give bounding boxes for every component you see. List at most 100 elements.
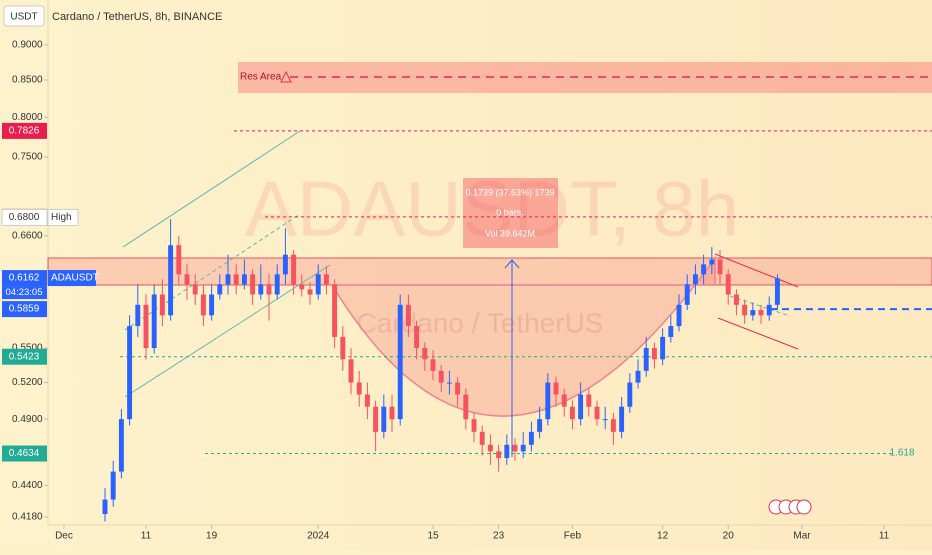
- measure-box: [463, 178, 558, 248]
- price-tag: ADAUSDT: [51, 273, 99, 284]
- candle-body: [397, 304, 403, 420]
- candle-body: [692, 274, 698, 285]
- candle-body: [766, 304, 772, 316]
- flag-line: [714, 253, 799, 288]
- x-tick-label: 15: [427, 531, 439, 542]
- candle-body: [594, 406, 600, 420]
- price-label: 0.6162: [9, 273, 40, 284]
- x-tick-label: Feb: [564, 531, 582, 542]
- candle-body: [504, 444, 510, 459]
- countdown: 04:23:05: [6, 287, 43, 298]
- candle-body: [545, 382, 551, 420]
- candle-body: [553, 382, 559, 395]
- res-label: Res Area: [240, 72, 282, 83]
- x-tick-label: 19: [206, 531, 218, 542]
- y-tick-label: 0.9000: [12, 39, 43, 50]
- countdown-box: [2, 286, 47, 300]
- candle-body: [463, 394, 469, 420]
- price-label: 0.6800: [9, 212, 40, 223]
- flag-line: [717, 317, 799, 350]
- candle-body: [758, 310, 764, 316]
- candle-body: [537, 419, 543, 432]
- y-tick-label: 0.5200: [12, 377, 43, 388]
- chart-title: Cardano / TetherUS, 8h, BINANCE: [52, 11, 222, 23]
- candle-body: [364, 394, 370, 407]
- candle-body: [217, 284, 223, 295]
- candle-body: [528, 431, 534, 445]
- candle-body: [291, 254, 297, 285]
- candle-body: [487, 444, 493, 452]
- candle-body: [578, 394, 584, 420]
- measure-arrow: [504, 259, 520, 269]
- candle-body: [586, 394, 592, 407]
- candle-body: [643, 348, 649, 371]
- candle-body: [455, 382, 461, 395]
- candle-body: [479, 431, 485, 445]
- x-tick-label: 12: [657, 531, 669, 542]
- watermark: ADAUSDT, 8h: [245, 165, 739, 253]
- candle-body: [717, 259, 723, 275]
- flag-line: [729, 295, 791, 317]
- candle-body: [430, 359, 436, 371]
- price-label: 0.5859: [9, 304, 40, 315]
- candle-body: [118, 419, 124, 472]
- measure-text: Vol 39.642M: [485, 228, 535, 238]
- candle-body: [422, 348, 428, 360]
- price-label-box: [1, 208, 48, 226]
- cup-shape: [330, 255, 716, 417]
- candle-body: [668, 326, 674, 337]
- currency-box[interactable]: [3, 5, 45, 27]
- price-label-box: [2, 301, 47, 318]
- measure-text: 0 bars,: [496, 207, 524, 217]
- candle-body: [610, 419, 616, 432]
- candle-body: [184, 274, 190, 285]
- candle-body: [389, 406, 395, 420]
- price-label: 0.4634: [9, 448, 40, 459]
- flag-icons: [768, 499, 812, 515]
- candle-body: [266, 284, 272, 295]
- candle-body: [200, 294, 206, 316]
- candle-body: [151, 294, 157, 349]
- candle-body: [282, 254, 288, 275]
- y-tick-label: 0.8500: [12, 75, 43, 86]
- candle-body: [414, 326, 420, 349]
- y-tick-label: 0.7500: [12, 152, 43, 163]
- y-tick-label: 0.4180: [12, 512, 43, 523]
- candle-body: [602, 419, 608, 421]
- candle-body: [143, 304, 149, 349]
- candle-body: [323, 274, 329, 285]
- candle-body: [512, 444, 518, 452]
- currency[interactable]: USDT: [10, 12, 37, 23]
- candle-body: [274, 274, 280, 295]
- candle-body: [660, 336, 666, 360]
- candle-body: [651, 348, 657, 360]
- candle-body: [381, 406, 387, 432]
- candle-body: [135, 304, 141, 327]
- candle-body: [110, 471, 116, 500]
- price-label: 0.5423: [9, 351, 40, 362]
- candle-body: [233, 274, 239, 285]
- candle-body: [348, 359, 354, 383]
- x-tick-label: 2024: [307, 531, 330, 542]
- x-tick-label: 20: [723, 531, 735, 542]
- candle-body: [225, 274, 231, 285]
- candle-body: [332, 284, 338, 337]
- candle-body: [340, 336, 346, 360]
- channel-line: [124, 264, 331, 398]
- y-tick-label: 0.4400: [12, 480, 43, 491]
- watermark-sub: Cardano / TetherUS: [357, 307, 604, 338]
- candle-body: [127, 326, 133, 420]
- candle-body: [742, 304, 748, 316]
- candle-body: [102, 499, 108, 515]
- candle-body: [168, 245, 174, 316]
- candle-body: [520, 444, 526, 452]
- candle-body: [307, 289, 313, 295]
- x-tick-label: 11: [879, 531, 890, 542]
- candle-body: [241, 274, 247, 285]
- candle-body: [774, 278, 780, 305]
- candle-body: [569, 406, 575, 420]
- candle-body: [561, 394, 567, 407]
- candle-body: [627, 382, 633, 407]
